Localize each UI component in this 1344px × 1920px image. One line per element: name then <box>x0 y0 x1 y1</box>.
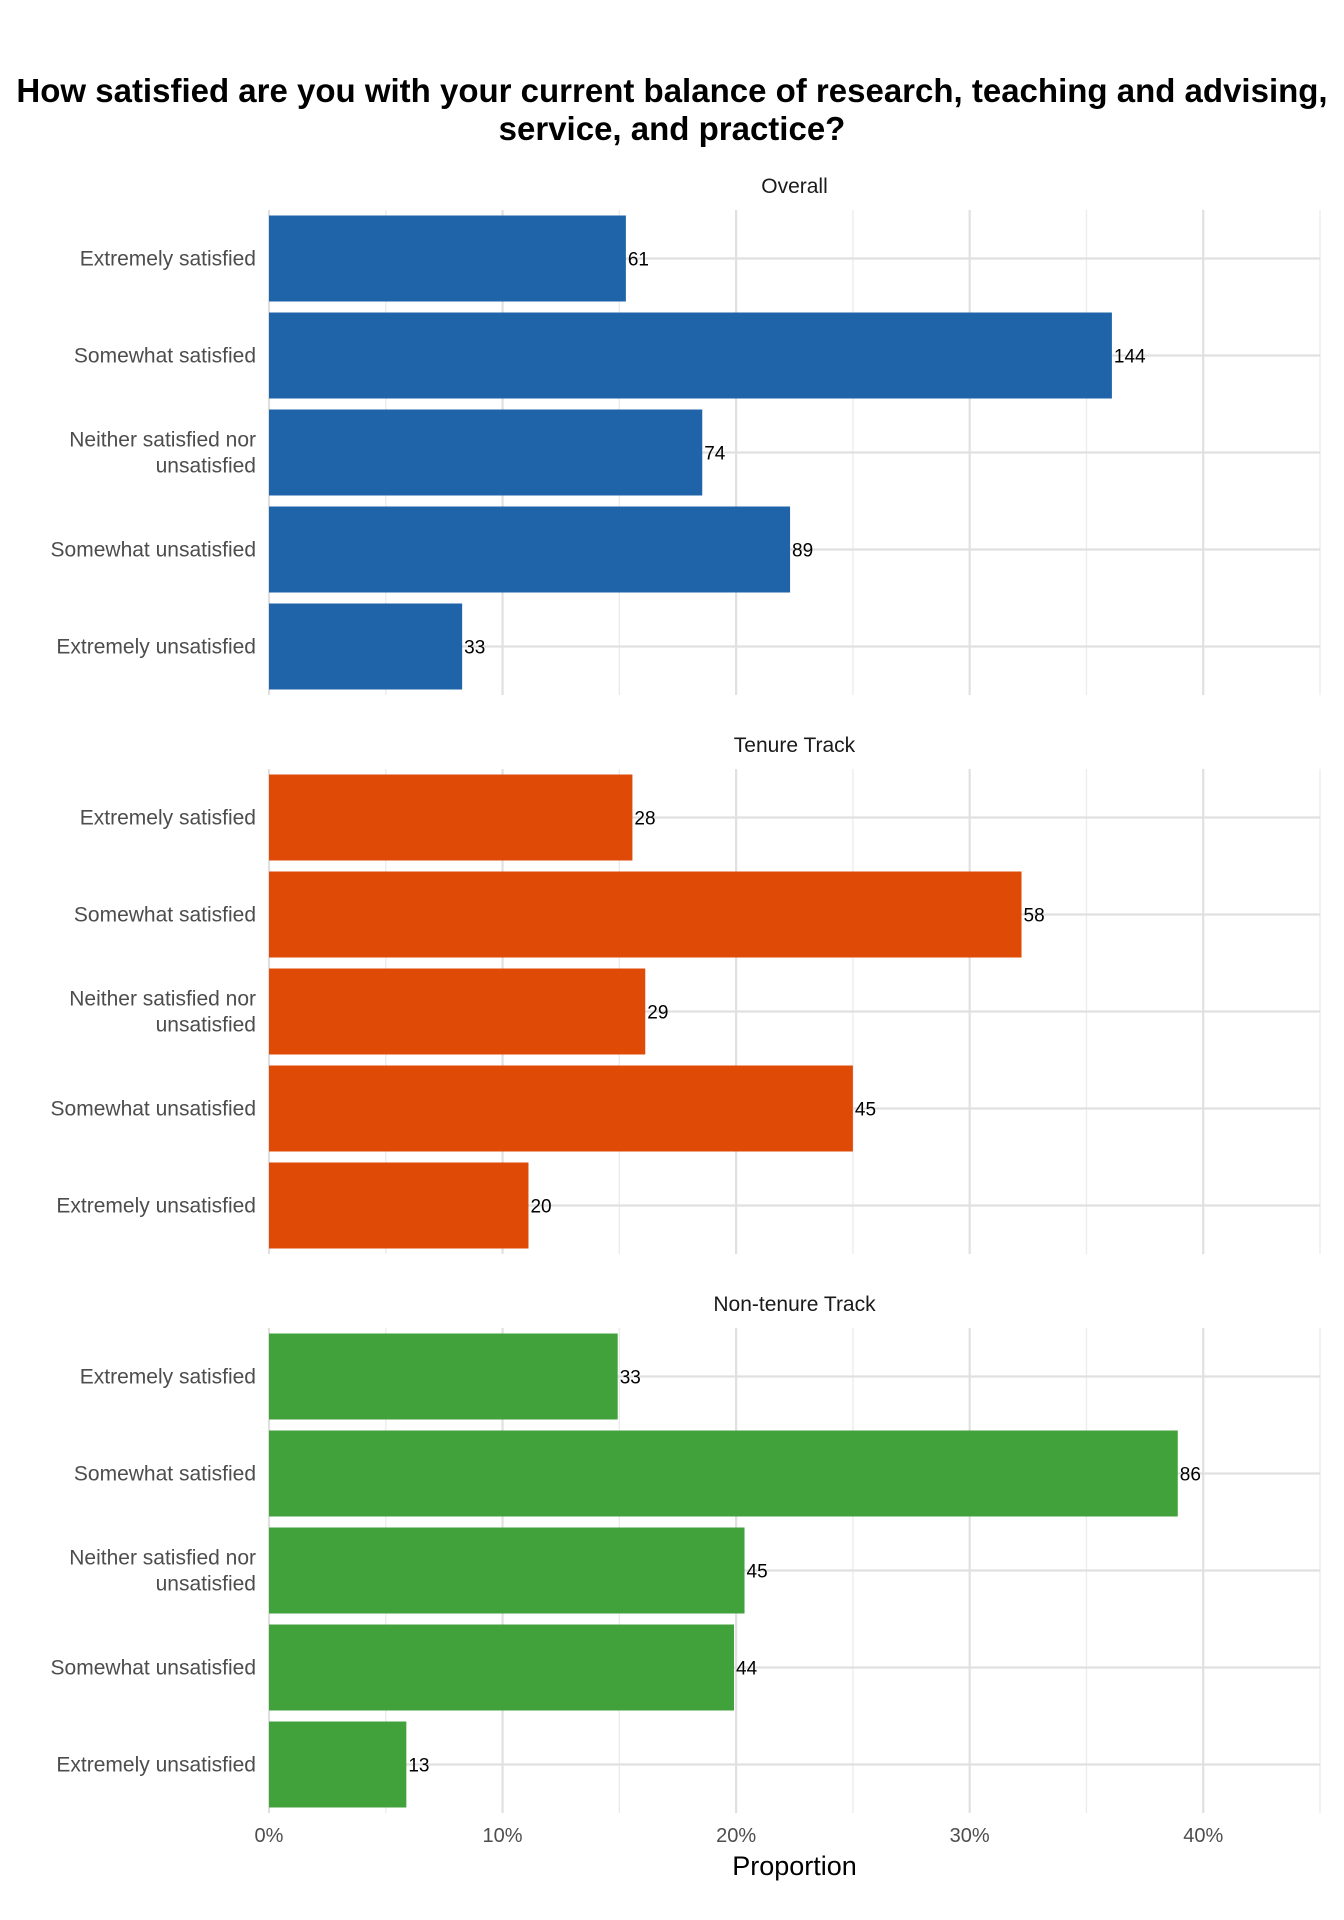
category-label: Somewhat unsatisfied <box>51 1657 256 1680</box>
category-label: Neither satisfied nor unsatisfied <box>69 429 256 478</box>
bar-value-label: 33 <box>620 1368 641 1389</box>
bar-value-label: 61 <box>628 250 649 271</box>
bar-value-label: 13 <box>408 1756 429 1777</box>
category-label: Neither satisfied nor unsatisfied <box>69 1547 256 1596</box>
category-label: Extremely satisfied <box>80 248 256 271</box>
bar <box>269 312 1112 399</box>
bar-value-label: 29 <box>647 1003 668 1024</box>
panel-strip-label: Overall <box>761 175 828 198</box>
category-label: Somewhat unsatisfied <box>51 539 256 562</box>
bar-value-label: 33 <box>464 638 485 659</box>
bar <box>269 1430 1178 1517</box>
bar <box>269 1333 618 1420</box>
category-label: Extremely unsatisfied <box>56 636 256 659</box>
category-label: Somewhat satisfied <box>74 1463 256 1486</box>
bar-value-label: 86 <box>1180 1465 1201 1486</box>
category-label: Somewhat satisfied <box>74 904 256 927</box>
category-label: Somewhat satisfied <box>74 345 256 368</box>
bar-value-label: 45 <box>855 1100 876 1121</box>
bar-value-label: 28 <box>634 809 655 830</box>
bar-value-label: 20 <box>530 1197 551 1218</box>
x-tick-label: 30% <box>950 1825 990 1847</box>
bar <box>269 215 626 302</box>
bar-value-label: 45 <box>747 1562 768 1583</box>
x-tick-label: 10% <box>483 1825 523 1847</box>
category-label: Extremely unsatisfied <box>56 1195 256 1218</box>
category-label: Extremely satisfied <box>80 807 256 830</box>
bar <box>269 1527 745 1614</box>
bar <box>269 1721 407 1808</box>
bar <box>269 871 1022 958</box>
bar <box>269 409 703 496</box>
category-label: Neither satisfied nor unsatisfied <box>69 988 256 1037</box>
x-tick-label: 20% <box>716 1825 756 1847</box>
bar <box>269 1624 735 1711</box>
bar-value-label: 58 <box>1024 906 1045 927</box>
category-label: Somewhat unsatisfied <box>51 1098 256 1121</box>
category-label: Extremely satisfied <box>80 1366 256 1389</box>
bar-value-label: 144 <box>1114 347 1146 368</box>
category-label: Extremely unsatisfied <box>56 1754 256 1777</box>
bar <box>269 968 646 1055</box>
bar <box>269 1162 529 1249</box>
bar-value-label: 44 <box>736 1659 758 1680</box>
bar-value-label: 74 <box>704 444 726 465</box>
panel-strip-label: Tenure Track <box>734 734 856 757</box>
bar-value-label: 89 <box>792 541 813 562</box>
bar <box>269 774 633 861</box>
x-axis-label: Proportion <box>732 1851 857 1881</box>
x-tick-label: 0% <box>255 1825 284 1847</box>
bar <box>269 603 463 690</box>
x-tick-label: 40% <box>1183 1825 1223 1847</box>
bar <box>269 1065 853 1152</box>
chart-title: How satisfied are you with your current … <box>16 72 1328 147</box>
bar <box>269 506 791 593</box>
panel-strip-label: Non-tenure Track <box>713 1293 876 1316</box>
